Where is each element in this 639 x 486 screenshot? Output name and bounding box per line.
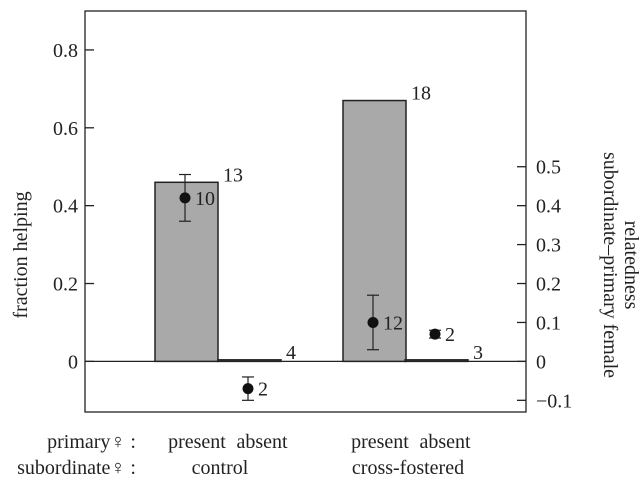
bar	[217, 359, 282, 363]
bar	[404, 359, 469, 363]
bar-category-label: absent	[236, 431, 288, 453]
right-tick-label: 0.3	[536, 235, 561, 257]
left-tick-label: 0.4	[53, 196, 78, 218]
plot-frame	[84, 10, 527, 413]
left-tick-label: 0	[68, 351, 78, 373]
relatedness-point	[367, 316, 379, 328]
bar-category-label: present	[351, 431, 409, 453]
group-label: cross-fostered	[352, 457, 464, 479]
bar-n-label: 13	[223, 164, 243, 186]
bar-n-label: 18	[411, 83, 431, 105]
bar-n-label: 3	[473, 342, 483, 364]
bar-category-label: absent	[419, 431, 471, 453]
point-n-label: 10	[195, 188, 215, 210]
left-tick-label: 0.8	[53, 40, 78, 62]
right-tick-label: 0.4	[536, 196, 561, 218]
point-n-label: 12	[383, 312, 403, 334]
right-tick-label: 0.5	[536, 157, 561, 179]
left-axis-label: fraction helping	[10, 191, 32, 318]
relatedness-point	[179, 192, 191, 204]
bar-n-label: 4	[286, 342, 296, 364]
row-label-primary: primary♀ :	[47, 431, 136, 453]
right-tick-label: 0.1	[536, 312, 561, 334]
point-n-label: 2	[445, 324, 455, 346]
right-tick-label: 0	[536, 351, 546, 373]
row-label-subordinate: subordinate♀ :	[17, 457, 136, 479]
left-tick-label: 0.2	[53, 274, 78, 296]
right-tick-label: −0.1	[536, 390, 572, 412]
bar-category-label: present	[168, 431, 226, 453]
point-n-label: 2	[258, 379, 268, 401]
right-axis-label-line1: subordinate–primary female	[599, 152, 621, 378]
left-tick-label: 0.6	[53, 118, 78, 140]
group-label: control	[192, 457, 249, 479]
relatedness-point	[242, 383, 254, 395]
relatedness-point	[429, 328, 441, 340]
right-tick-label: 0.2	[536, 274, 561, 296]
bar	[154, 181, 219, 363]
right-axis-label-line2: relatedness	[620, 221, 639, 310]
